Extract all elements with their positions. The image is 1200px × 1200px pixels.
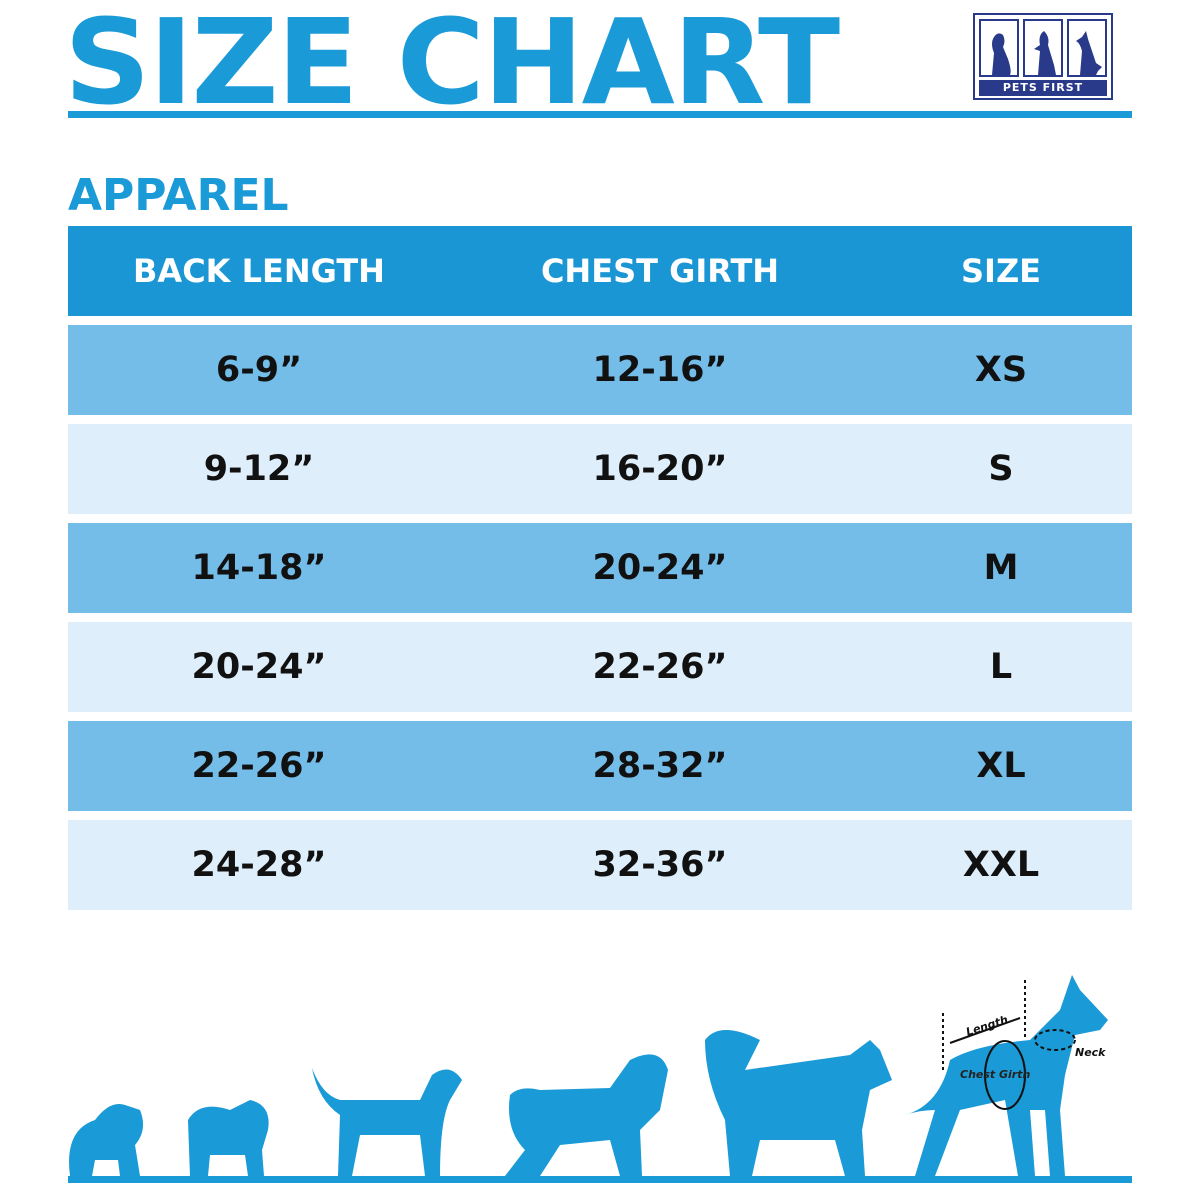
size-cell: S [988,449,1014,489]
back-length-cell: 20-24” [191,647,327,687]
neck-label: Neck [1075,1046,1106,1059]
table-row: 9-12” 16-20” S [68,424,1132,514]
table-row: 14-18” 20-24” M [68,523,1132,613]
back-length-cell: 9-12” [203,449,315,489]
table-header: BACK LENGTH CHEST GIRTH SIZE [68,226,1132,316]
chest-girth-cell: 20-24” [592,548,728,588]
size-cell: XS [974,350,1028,390]
logo-brand-text: PETS FIRST [979,80,1107,96]
header-size: SIZE [960,252,1041,290]
header-back-length: BACK LENGTH [133,252,385,290]
back-length-cell: 22-26” [191,746,327,786]
size-cell: L [989,647,1013,687]
back-length-cell: 24-28” [191,845,327,885]
dog-shepherd-icon [1067,19,1107,77]
chest-girth-cell: 16-20” [592,449,728,489]
chest-girth-cell: 32-36” [592,845,728,885]
chest-girth-cell: 28-32” [592,746,728,786]
table-row: 22-26” 28-32” XL [68,721,1132,811]
size-cell: XL [976,746,1026,786]
beagle-silhouette [312,1068,462,1176]
chest-girth-arrow [984,1040,1026,1110]
pets-first-logo: PETS FIRST [973,13,1113,100]
spaniel-silhouette [505,1054,668,1176]
table-row: 20-24” 22-26” L [68,622,1132,712]
dog-sitting-icon [979,19,1019,77]
ground-line [68,1176,1132,1183]
back-length-cell: 6-9” [215,350,303,390]
title-divider [68,111,1132,118]
dog-silhouettes: Length Neck Chest Girth [68,975,1132,1183]
back-length-cell: 14-18” [191,548,327,588]
chest-girth-label: Chest Girth [960,1068,1030,1081]
header-chest-girth: CHEST GIRTH [540,252,780,290]
page-title: SIZE CHART [64,0,840,131]
size-cell: M [983,548,1019,588]
table-row: 24-28” 32-36” XXL [68,820,1132,910]
length-label: Length [964,1013,1009,1039]
great-dane-silhouette [905,975,1108,1176]
size-cell: XXL [962,845,1040,885]
table-row: 6-9” 12-16” XS [68,325,1132,415]
section-heading: APPAREL [68,170,289,221]
chest-girth-cell: 12-16” [592,350,728,390]
size-table: BACK LENGTH CHEST GIRTH SIZE 6-9” 12-16” X… [68,226,1132,919]
husky-silhouette [705,1030,892,1176]
chest-girth-cell: 22-26” [592,647,728,687]
pug-silhouette [188,1100,269,1176]
dog-begging-icon [1023,19,1063,77]
pomeranian-silhouette [69,1104,144,1176]
neck-arrow [1034,1029,1076,1051]
